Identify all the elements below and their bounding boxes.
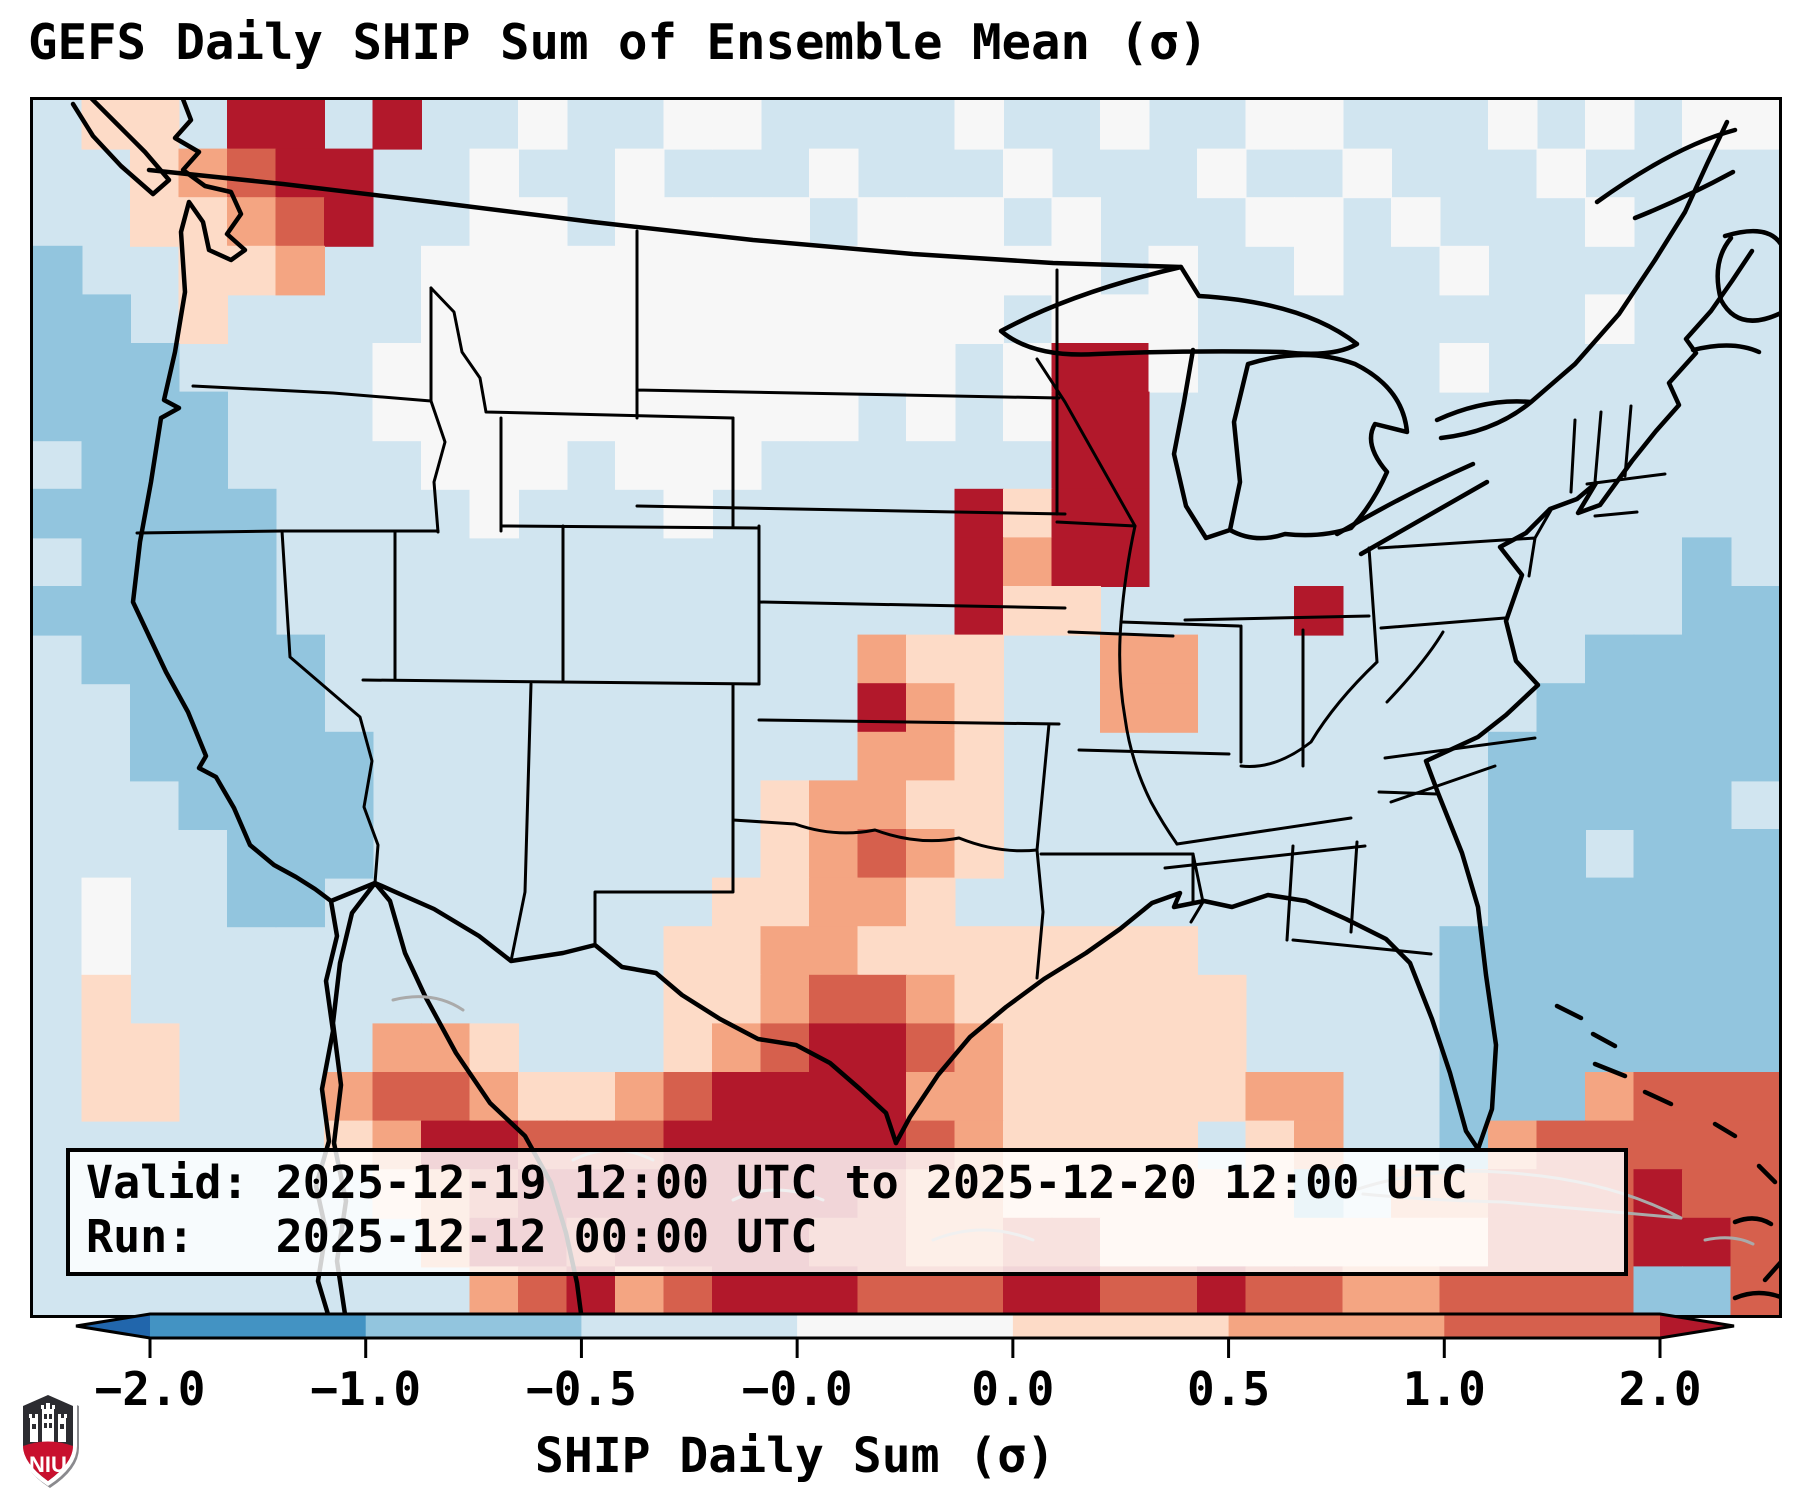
colorbar-tick-label: −2.0 <box>94 1362 206 1416</box>
page-title: GEFS Daily SHIP Sum of Ensemble Mean (σ) <box>28 14 1209 71</box>
colorbar <box>75 1312 1735 1358</box>
colorbar-axis-label: SHIP Daily Sum (σ) <box>534 1428 1056 1484</box>
colorbar-tick-label: 0.5 <box>1187 1362 1271 1416</box>
castle-icon <box>29 1403 67 1442</box>
run-line: Run: 2025-12-12 00:00 UTC <box>86 1210 818 1263</box>
niu-logo: NIU <box>19 1390 79 1488</box>
colorbar-tick-label: 2.0 <box>1618 1362 1702 1416</box>
colorbar-tick-label: −0.0 <box>741 1362 853 1416</box>
map-canvas <box>33 100 1779 1315</box>
valid-line: Valid: 2025-12-19 12:00 UTC to 2025-12-2… <box>86 1156 1468 1209</box>
forecast-map: Valid: 2025-12-19 12:00 UTC to 2025-12-2… <box>30 97 1782 1318</box>
valid-run-box: Valid: 2025-12-19 12:00 UTC to 2025-12-2… <box>66 1148 1628 1276</box>
colorbar-tick-label: −0.5 <box>526 1362 637 1416</box>
logo-text: NIU <box>29 1452 67 1477</box>
colorbar-tick-label: 0.0 <box>971 1362 1055 1416</box>
colorbar-tick-label: −1.0 <box>310 1362 422 1416</box>
colorbar-tick-label: 1.0 <box>1402 1362 1486 1416</box>
logo-red-band <box>23 1441 73 1481</box>
colorbar-tick-labels: −2.0 −1.0 −0.5 −0.0 0.0 0.5 1.0 2.0 <box>0 1362 1803 1418</box>
